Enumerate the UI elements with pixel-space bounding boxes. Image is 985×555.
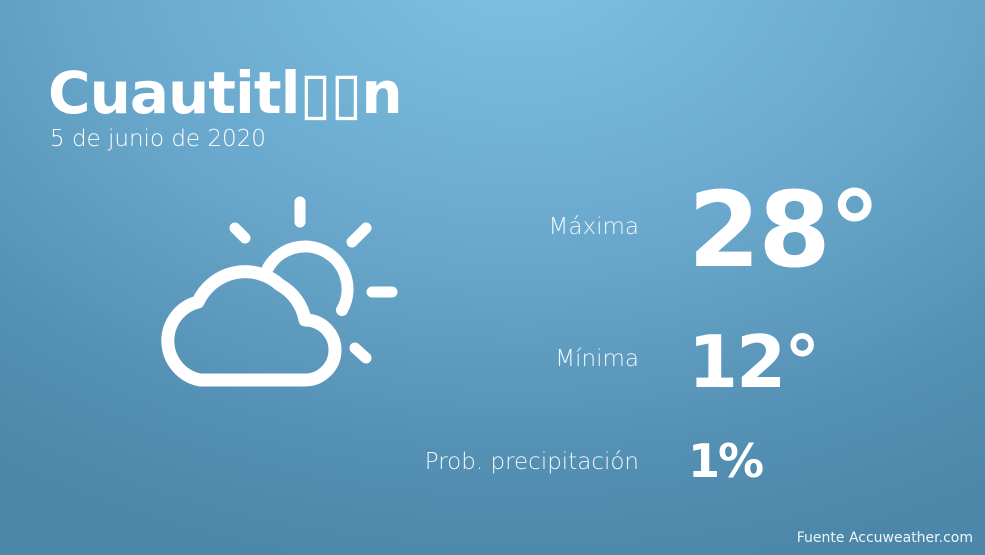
min-value: 12° bbox=[688, 320, 820, 404]
max-value: 28° bbox=[688, 169, 881, 291]
forecast-date: 5 de junio de 2020 bbox=[50, 126, 266, 152]
source-credit: Fuente Accuweather.com bbox=[796, 530, 973, 546]
max-label: Máxima bbox=[548, 214, 639, 240]
precip-label: Prob. precipitación bbox=[424, 449, 639, 475]
partly-cloudy-sun-icon bbox=[161, 196, 398, 387]
min-label: Mínima bbox=[555, 346, 639, 372]
city-title: Cuautitl▯▯n bbox=[48, 59, 403, 127]
precip-value: 1% bbox=[688, 434, 764, 488]
